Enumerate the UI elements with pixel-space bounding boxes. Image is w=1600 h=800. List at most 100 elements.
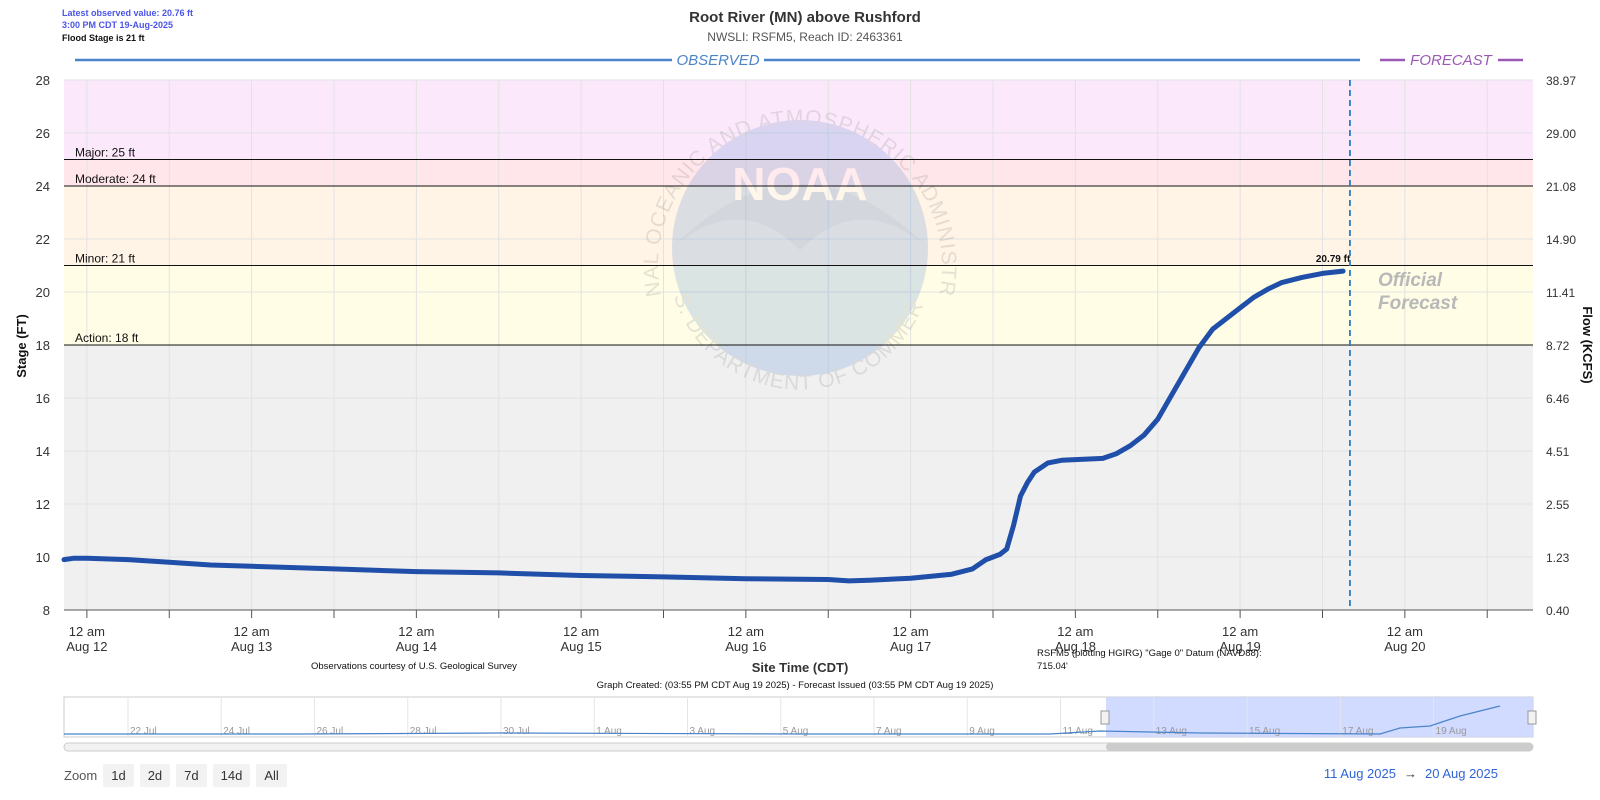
navigator-date-label: 17 Aug bbox=[1342, 726, 1373, 737]
x-tick-date: Aug 13 bbox=[231, 639, 272, 654]
y-axis-title: Stage (FT) bbox=[14, 314, 29, 378]
axes: 8 0.40 10 1.23 12 2.55 14 4.51 16 6.46 18 8.72 20 11.… bbox=[36, 73, 1577, 654]
navigator-date-label: 28 Jul bbox=[410, 726, 437, 737]
x-tick-label: 12 am bbox=[1057, 624, 1093, 639]
zoom-7d-button[interactable]: 7d bbox=[176, 764, 207, 787]
x-tick-date: Aug 20 bbox=[1384, 639, 1425, 654]
y-tick-label: 28 bbox=[36, 73, 50, 88]
y-tick-label: 24 bbox=[36, 179, 50, 194]
peak-value-label: 20.79 ft bbox=[1316, 254, 1351, 265]
zoom-controls: Zoom 1d 2d 7d 14d All bbox=[64, 764, 287, 787]
official-forecast-line2: Forecast bbox=[1378, 293, 1458, 314]
x-tick-date: Aug 18 bbox=[1055, 639, 1096, 654]
x-tick-label: 12 am bbox=[69, 624, 105, 639]
zoom-1d-button[interactable]: 1d bbox=[103, 764, 134, 787]
navigator-date-label: 13 Aug bbox=[1156, 726, 1187, 737]
zoom-label: Zoom bbox=[64, 768, 98, 783]
courtesy-note: Observations courtesy of U.S. Geological… bbox=[311, 661, 517, 672]
stage-line bbox=[61, 268, 1346, 584]
y2-tick-label: 38.97 bbox=[1546, 74, 1576, 88]
graph-created-note: Graph Created: (03:55 PM CDT Aug 19 2025… bbox=[597, 680, 994, 691]
x-tick-label: 12 am bbox=[234, 624, 270, 639]
navigator-series-line bbox=[64, 705, 1501, 735]
navigator-date-label: 9 Aug bbox=[969, 726, 995, 737]
navigator-date-label: 22 Jul bbox=[130, 726, 157, 737]
y-tick-label: 8 bbox=[43, 603, 50, 618]
navigator-date-label: 3 Aug bbox=[690, 726, 716, 737]
threshold-label-moderate: Moderate: 24 ft bbox=[75, 172, 156, 186]
threshold-label-action: Action: 18 ft bbox=[75, 331, 139, 345]
range-arrow-icon: → bbox=[1403, 766, 1417, 781]
x-tick-label: 12 am bbox=[893, 624, 929, 639]
noaa-logo-circle bbox=[672, 120, 928, 376]
x-tick-date: Aug 16 bbox=[725, 639, 766, 654]
navigator-date-label: 26 Jul bbox=[317, 726, 344, 737]
band-4 bbox=[64, 80, 1533, 160]
x-axis-title: Site Time (CDT) bbox=[752, 660, 849, 675]
y-tick-label: 12 bbox=[36, 497, 50, 512]
navigator-right-handle[interactable] bbox=[1527, 710, 1537, 725]
range-to[interactable]: 20 Aug 2025 bbox=[1424, 766, 1498, 781]
band-3 bbox=[64, 159, 1533, 186]
zoom-14d-button[interactable]: 14d bbox=[212, 764, 251, 787]
chart-title: Root River (MN) above Rushford bbox=[689, 9, 921, 26]
y2-axis-title: Flow (KCFS) bbox=[1580, 306, 1595, 383]
y-tick-label: 10 bbox=[36, 550, 50, 565]
y2-tick-label: 8.72 bbox=[1546, 339, 1570, 353]
navigator-date-label: 5 Aug bbox=[783, 726, 809, 737]
y2-tick-label: 6.46 bbox=[1546, 392, 1570, 406]
datum-note-line2: 715.04' bbox=[1037, 661, 1068, 672]
x-tick-date: Aug 19 bbox=[1220, 639, 1261, 654]
official-forecast-line1: Official bbox=[1378, 270, 1443, 291]
stage-series: 20.79 ft bbox=[61, 254, 1351, 584]
datum-note-line1: RSFM5 (plotting HGIRG) "Gage 0" Datum (N… bbox=[1037, 648, 1262, 659]
navigator-date-label: 11 Aug bbox=[1063, 726, 1093, 737]
y-tick-label: 22 bbox=[36, 232, 50, 247]
y2-tick-label: 0.40 bbox=[1546, 604, 1570, 618]
latest-observed-value: Latest observed value: 20.76 ft bbox=[62, 8, 194, 18]
y-tick-label: 14 bbox=[36, 444, 50, 459]
navigator-date-label: 15 Aug bbox=[1249, 726, 1280, 737]
navigator-date-label: 24 Jul bbox=[223, 726, 250, 737]
x-tick-label: 12 am bbox=[1387, 624, 1423, 639]
navigator-selection[interactable] bbox=[1106, 697, 1533, 737]
threshold-lines: Action: 18 ft Minor: 21 ft Moderate: 24 ft… bbox=[64, 146, 1533, 346]
y2-tick-label: 2.55 bbox=[1546, 498, 1570, 512]
navigator-date-label: 1 Aug bbox=[596, 726, 622, 737]
flood-stage-note: Flood Stage is 21 ft bbox=[62, 33, 145, 43]
navigator-date-label: 30 Jul bbox=[503, 726, 530, 737]
y-tick-label: 18 bbox=[36, 338, 50, 353]
zoom-2d-button[interactable]: 2d bbox=[139, 764, 171, 787]
range-navigator: 22 Jul 24 Jul 26 Jul 28 Jul 30 Jul 1 Aug 3 Aug… bbox=[63, 696, 1537, 752]
y-tick-label: 26 bbox=[36, 126, 50, 141]
navigator-date-label: 7 Aug bbox=[876, 726, 902, 737]
y-tick-label: 16 bbox=[36, 391, 50, 406]
x-tick-date: Aug 14 bbox=[396, 639, 437, 654]
x-tick-date: Aug 15 bbox=[561, 639, 602, 654]
range-from[interactable]: 11 Aug 2025 bbox=[1323, 766, 1396, 781]
x-tick-label: 12 am bbox=[563, 624, 599, 639]
chart-subtitle: NWSLI: RSFM5, Reach ID: 2463361 bbox=[707, 30, 903, 44]
x-tick-label: 12 am bbox=[398, 624, 434, 639]
latest-observed-time: 3:00 PM CDT 19-Aug-2025 bbox=[62, 20, 174, 30]
navigator-left-handle[interactable] bbox=[1100, 710, 1110, 725]
navigator-date-label: 19 Aug bbox=[1436, 726, 1467, 737]
y2-tick-label: 11.41 bbox=[1546, 286, 1575, 300]
forecast-label: FORECAST bbox=[1410, 52, 1494, 69]
y2-tick-label: 1.23 bbox=[1546, 551, 1570, 565]
band-2 bbox=[64, 186, 1533, 266]
y2-tick-label: 4.51 bbox=[1546, 445, 1570, 459]
noaa-logo-text: NOAA bbox=[732, 158, 867, 210]
noaa-logo-bird bbox=[672, 184, 928, 250]
x-tick-date: Aug 17 bbox=[890, 639, 931, 654]
y2-tick-label: 29.00 bbox=[1546, 127, 1576, 141]
threshold-label-minor: Minor: 21 ft bbox=[75, 252, 136, 266]
y2-tick-label: 14.90 bbox=[1546, 233, 1576, 247]
x-tick-label: 12 am bbox=[728, 624, 764, 639]
scrollbar-thumb[interactable] bbox=[1106, 743, 1533, 751]
y2-tick-label: 21.08 bbox=[1546, 180, 1576, 194]
observed-label: OBSERVED bbox=[676, 52, 759, 69]
y-tick-label: 20 bbox=[36, 285, 50, 300]
zoom-all-button[interactable]: All bbox=[256, 764, 287, 787]
